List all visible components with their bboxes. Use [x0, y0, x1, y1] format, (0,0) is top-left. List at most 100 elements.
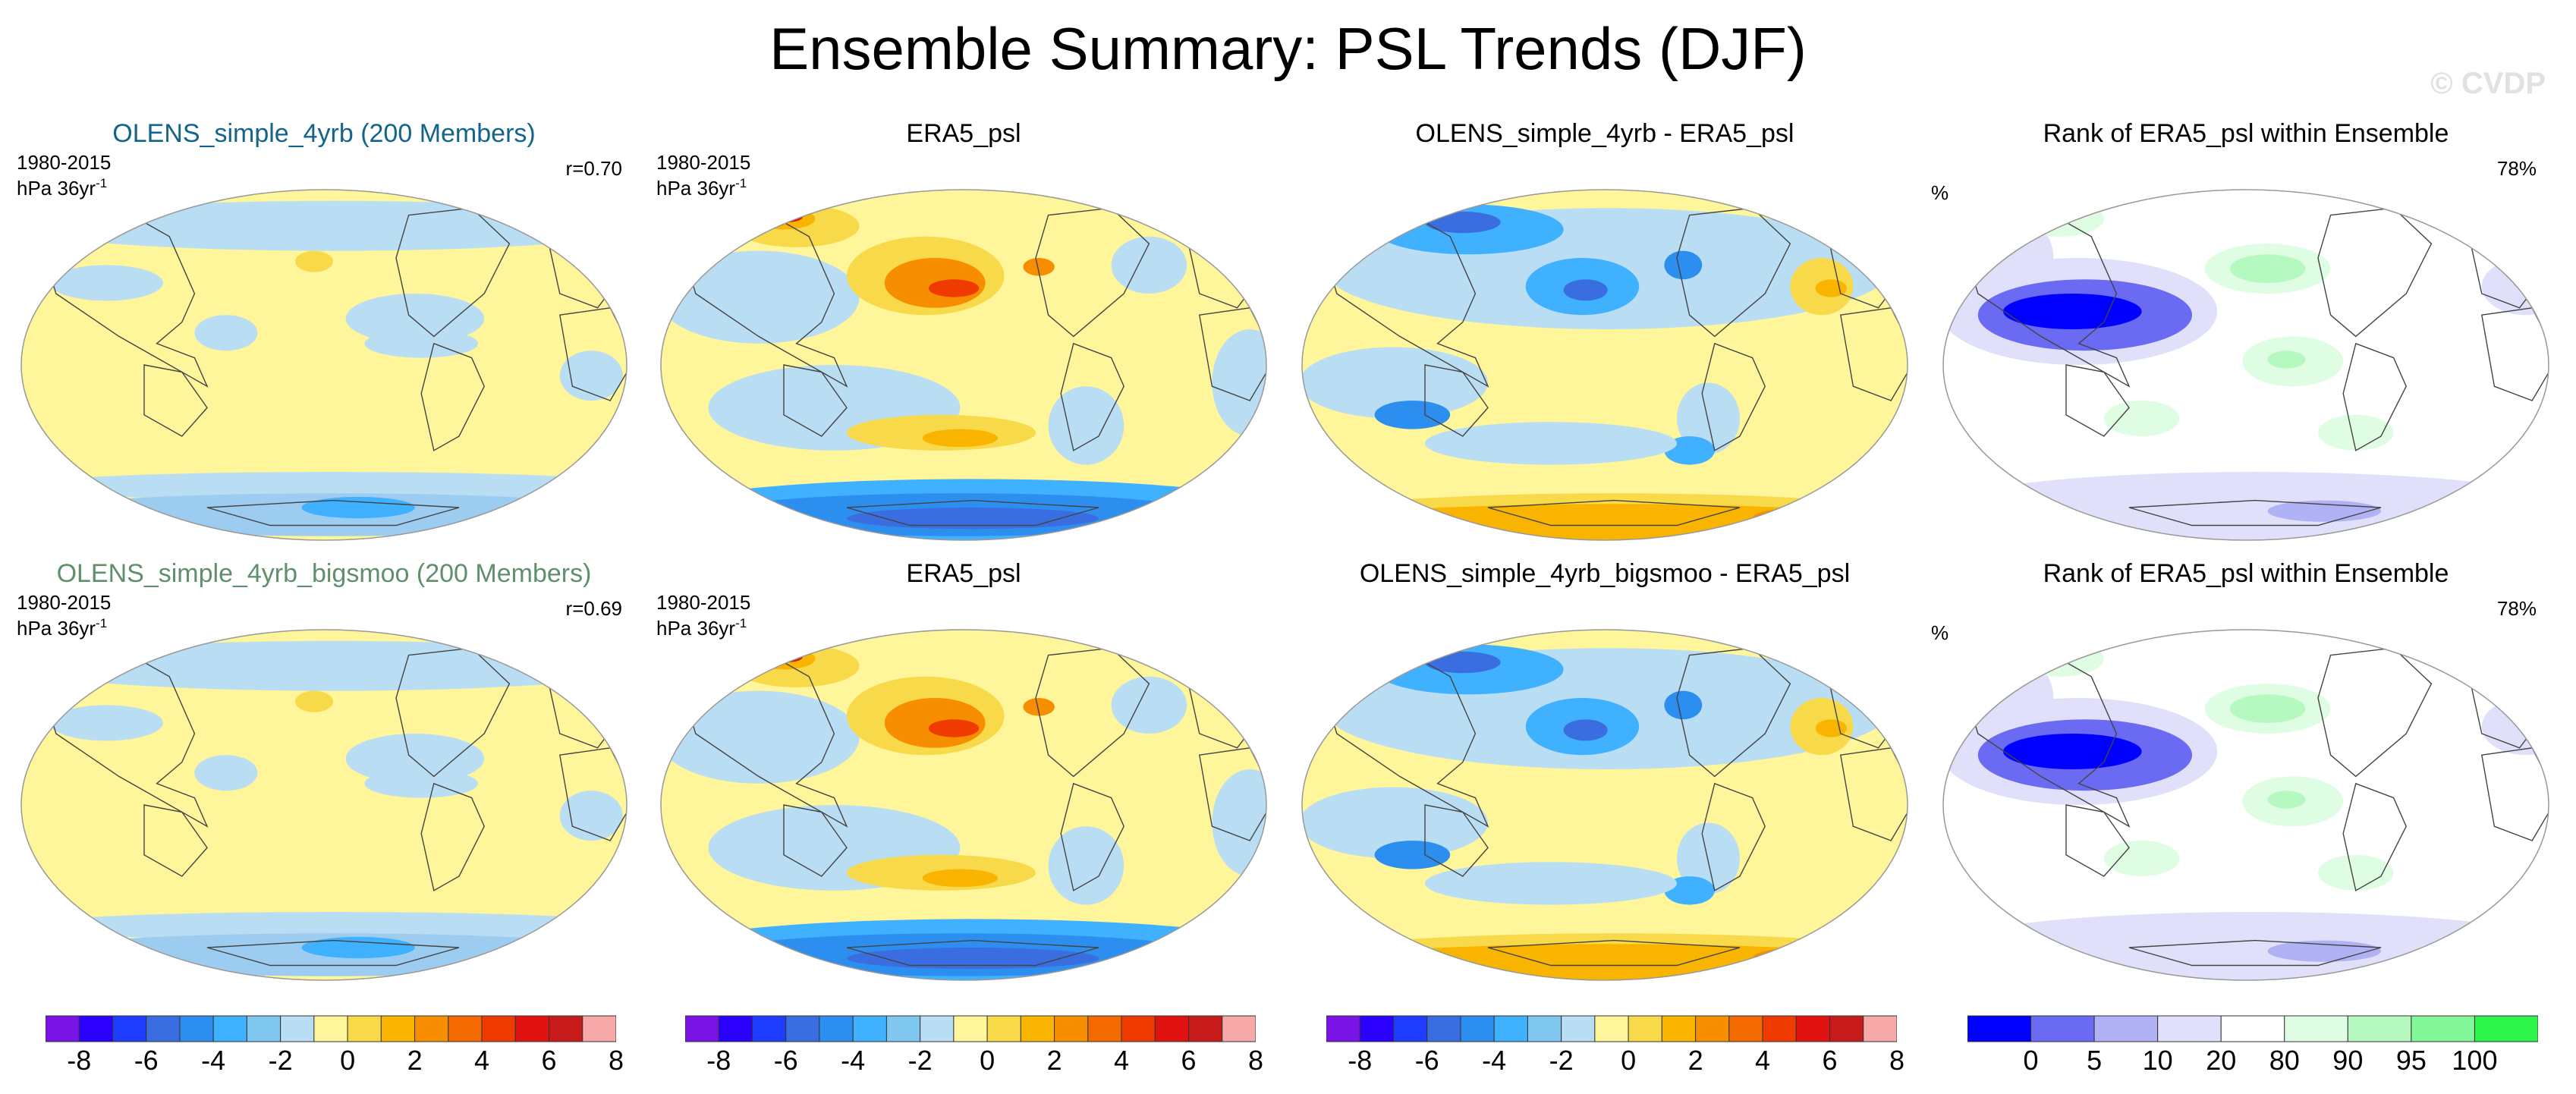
panel-title: OLENS_simple_4yrb (200 Members) — [112, 119, 536, 148]
contour-region — [1023, 258, 1055, 276]
contour-region — [1563, 719, 1608, 741]
colorbar-swatch — [1728, 1015, 1763, 1042]
rank-percent: 78% — [2496, 597, 2537, 620]
contour-region — [1677, 382, 1740, 454]
colorbar-tick-label: 2 — [1046, 1045, 1062, 1076]
colorbar: -8 -6 -4 -2 0 2 4 6 8 — [685, 1015, 1263, 1091]
contour-region — [2103, 841, 2180, 876]
coastline — [1839, 747, 1908, 841]
colorbar-tick-label: -8 — [1348, 1045, 1373, 1076]
coastline — [1060, 782, 1124, 891]
map-border — [660, 629, 1267, 981]
colorbar-swatch — [1087, 1015, 1122, 1042]
contour-region — [2103, 401, 2180, 436]
colorbar-swatch — [2411, 1015, 2475, 1042]
contour-region — [1943, 912, 2549, 980]
contour-region — [301, 936, 415, 959]
rank-unit: % — [1931, 181, 1949, 204]
coastline — [1676, 207, 1791, 338]
colorbar-tick-label: 5 — [2087, 1045, 2103, 1076]
contour-region — [922, 429, 999, 448]
map-border — [1301, 189, 1908, 541]
map-border — [20, 189, 627, 541]
map-panel: OLENS_simple_4yrb_bigsmoo - ERA5_psl — [1290, 558, 1920, 983]
coastline — [1198, 747, 1266, 841]
contour-region — [2267, 500, 2381, 522]
panel-title: OLENS_simple_4yrb_bigsmoo (200 Members) — [56, 559, 592, 588]
colorbar-swatch — [549, 1015, 583, 1042]
colorbar-swatch — [448, 1015, 483, 1042]
coastline — [1676, 647, 1791, 778]
contour-region — [364, 769, 478, 798]
colorbar-swatch — [146, 1015, 181, 1042]
colorbar-tick-label: 100 — [2452, 1045, 2498, 1076]
colorbar-swatch — [1020, 1015, 1055, 1042]
colorbar-tick-label: -6 — [134, 1045, 159, 1076]
map-border — [1942, 629, 2549, 981]
contour-region — [1752, 508, 1854, 530]
colorbar-swatch — [1628, 1015, 1662, 1042]
panel-title: OLENS_simple_4yrb - ERA5_psl — [1415, 119, 1794, 148]
colorbar-swatch — [1561, 1015, 1596, 1042]
units-exponent: -1 — [735, 176, 747, 190]
colorbar-swatch — [1762, 1015, 1797, 1042]
contour-region — [2003, 294, 2142, 329]
coastline — [1035, 207, 1150, 338]
colorbar: -8 -6 -4 -2 0 2 4 6 8 — [46, 1015, 624, 1091]
colorbar-tick-label: 8 — [608, 1045, 624, 1076]
colorbar-tick-label: -6 — [773, 1045, 798, 1076]
colorbar-tick-label: 0 — [2023, 1045, 2039, 1076]
map-figure — [1942, 189, 2549, 541]
contour-region — [2318, 414, 2394, 451]
colorbar-tick-label: -8 — [67, 1045, 92, 1076]
coastline — [783, 364, 848, 437]
colorbar-swatch — [1426, 1015, 1461, 1042]
contour-region — [928, 279, 980, 297]
contour-region — [1752, 948, 1854, 970]
colorbar-swatch — [2474, 1015, 2538, 1042]
colorbar-swatch — [819, 1015, 854, 1042]
contour-region — [1330, 504, 1898, 540]
contour-region — [752, 208, 816, 230]
contour-region — [1302, 347, 1488, 419]
colorbar-swatch — [920, 1015, 955, 1042]
colorbar-swatch — [1392, 1015, 1428, 1042]
colorbar-swatch — [1054, 1015, 1089, 1042]
figure-title: Ensemble Summary: PSL Trends (DJF) — [769, 15, 1807, 82]
contour-region — [2003, 734, 2142, 769]
coastline — [1839, 307, 1908, 401]
colorbar-swatch — [313, 1015, 348, 1042]
colorbar-swatch — [1188, 1015, 1223, 1042]
colorbar-swatch — [246, 1015, 282, 1042]
colorbar-tick-label: 6 — [1822, 1045, 1838, 1076]
colorbar-swatch — [46, 1015, 80, 1042]
colorbar-tick-label: -4 — [841, 1045, 866, 1076]
coastline — [846, 939, 1099, 967]
units-label: hPa 36yr-1 — [17, 173, 107, 199]
colorbar-tick-label: -2 — [1549, 1045, 1574, 1076]
coastline — [2480, 307, 2549, 401]
units-exponent: -1 — [96, 616, 108, 630]
colorbar-swatch — [1460, 1015, 1495, 1042]
map-container — [1940, 627, 2570, 983]
colorbar-tick-label: -4 — [1482, 1045, 1507, 1076]
units-exponent: -1 — [96, 176, 108, 190]
coastline — [846, 499, 1099, 527]
map-panel: ERA5_psl 1980-2015 hPa 36yr-1 — [649, 558, 1279, 983]
colorbar-swatch — [1222, 1015, 1256, 1042]
colorbar-swatch — [751, 1015, 787, 1042]
units-exponent: -1 — [735, 616, 747, 630]
panel-title: Rank of ERA5_psl within Ensemble — [2043, 119, 2449, 148]
map-panel: Rank of ERA5_psl within Ensemble 78%% — [1931, 118, 2561, 543]
contour-region — [771, 211, 803, 222]
contour-region — [922, 869, 999, 888]
contour-region — [771, 651, 803, 662]
colorbar-tick-label: 20 — [2206, 1045, 2237, 1076]
colorbar-tick-label: 2 — [407, 1045, 423, 1076]
colorbar-swatch — [2347, 1015, 2412, 1042]
map-container — [18, 187, 648, 543]
contour-region — [301, 496, 415, 519]
colorbar-tick-label: 0 — [340, 1045, 356, 1076]
colorbar-swatch — [582, 1015, 616, 1042]
contour-region — [21, 200, 627, 251]
